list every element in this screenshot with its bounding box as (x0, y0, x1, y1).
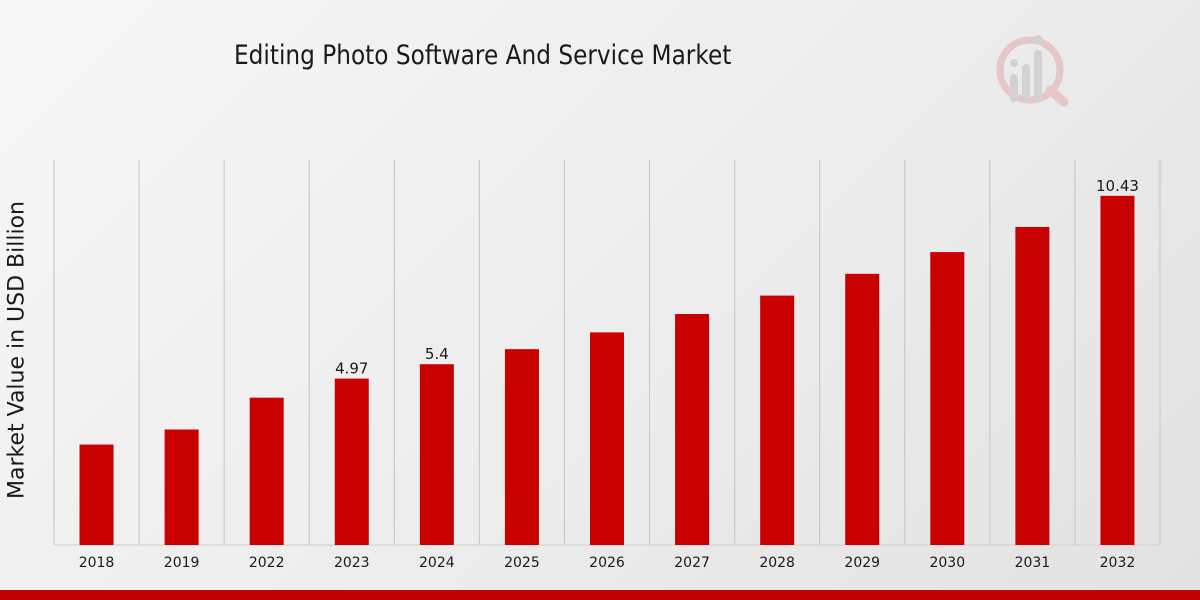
bar-2019 (164, 429, 199, 545)
data-label-2032: 10.43 (1096, 177, 1139, 195)
brand-logo-icon (996, 35, 1069, 107)
x-tick-2018: 2018 (79, 555, 115, 571)
x-tick-labels: 2018 2019 2022 2023 2024 2025 2026 2027 2028 2029… (79, 555, 1136, 571)
bar-2025 (504, 349, 539, 545)
x-tick-2028: 2028 (759, 555, 795, 571)
bar-2028 (760, 295, 795, 545)
chart-title: Editing Photo Software And Service Marke… (234, 40, 732, 71)
x-tick-2022: 2022 (249, 555, 285, 571)
x-tick-2032: 2032 (1100, 555, 1136, 571)
x-tick-2024: 2024 (419, 555, 455, 571)
data-label-2023: 4.97 (335, 360, 368, 378)
data-labels: 4.97 5.4 10.43 (335, 177, 1139, 378)
bar-2022 (249, 397, 284, 545)
bars (79, 195, 1135, 546)
x-tick-2030: 2030 (929, 555, 965, 571)
bar-2027 (675, 314, 710, 545)
x-tick-2029: 2029 (844, 555, 880, 571)
bar-2031 (1015, 226, 1050, 545)
bar-2026 (590, 332, 624, 545)
bar-2030 (930, 252, 965, 545)
x-tick-2019: 2019 (164, 555, 200, 571)
bar-2023 (334, 378, 369, 545)
bar-2024 (419, 364, 454, 545)
x-tick-2027: 2027 (674, 555, 710, 571)
bar-2018 (79, 444, 114, 545)
x-tick-2031: 2031 (1015, 555, 1051, 571)
x-tick-2025: 2025 (504, 555, 540, 571)
bottom-accent-bar (0, 590, 1200, 600)
gridlines (53, 160, 1161, 546)
data-label-2024: 5.4 (425, 345, 449, 363)
bar-2029 (845, 273, 880, 545)
bar-2032 (1100, 195, 1135, 546)
x-tick-2026: 2026 (589, 555, 625, 571)
x-tick-2023: 2023 (334, 555, 370, 571)
